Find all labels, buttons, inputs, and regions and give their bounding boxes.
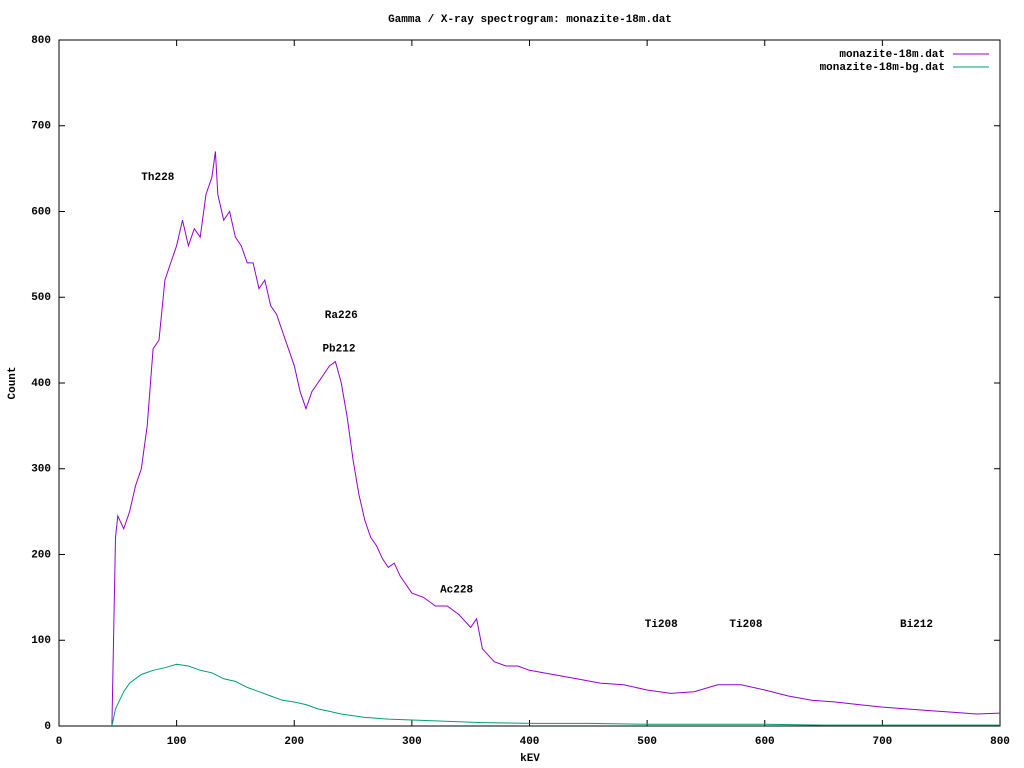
annotation: Ac228 — [440, 585, 473, 597]
y-axis-label: Count — [7, 366, 19, 399]
x-tick-label: 700 — [872, 736, 892, 748]
x-tick-label: 300 — [402, 736, 422, 748]
x-tick-label: 500 — [637, 736, 657, 748]
x-tick-label: 600 — [755, 736, 775, 748]
x-tick-label: 400 — [520, 736, 540, 748]
x-tick-label: 0 — [56, 736, 63, 748]
x-axis-label: kEV — [520, 753, 540, 765]
chart-title: Gamma / X-ray spectrogram: monazite-18m.… — [388, 14, 672, 26]
series-line — [111, 151, 1001, 727]
legend-label: monazite-18m-bg.dat — [820, 62, 945, 74]
y-tick-label: 0 — [44, 721, 51, 733]
y-tick-label: 300 — [31, 464, 51, 476]
y-tick-label: 800 — [31, 35, 51, 47]
annotation: Bi212 — [900, 619, 933, 631]
series-line — [111, 663, 1000, 727]
annotation: Ti208 — [729, 619, 762, 631]
annotation: Ti208 — [645, 619, 678, 631]
legend-label: monazite-18m.dat — [839, 49, 945, 61]
y-tick-label: 500 — [31, 292, 51, 304]
y-tick-label: 100 — [31, 635, 51, 647]
x-tick-label: 100 — [167, 736, 187, 748]
y-tick-label: 200 — [31, 549, 51, 561]
x-tick-label: 200 — [284, 736, 304, 748]
y-tick-label: 400 — [31, 378, 51, 390]
annotation: Ra226 — [325, 310, 358, 322]
annotation: Pb212 — [322, 344, 355, 356]
x-tick-label: 800 — [990, 736, 1010, 748]
y-tick-label: 600 — [31, 206, 51, 218]
y-tick-label: 700 — [31, 121, 51, 133]
annotation: Th228 — [141, 172, 174, 184]
